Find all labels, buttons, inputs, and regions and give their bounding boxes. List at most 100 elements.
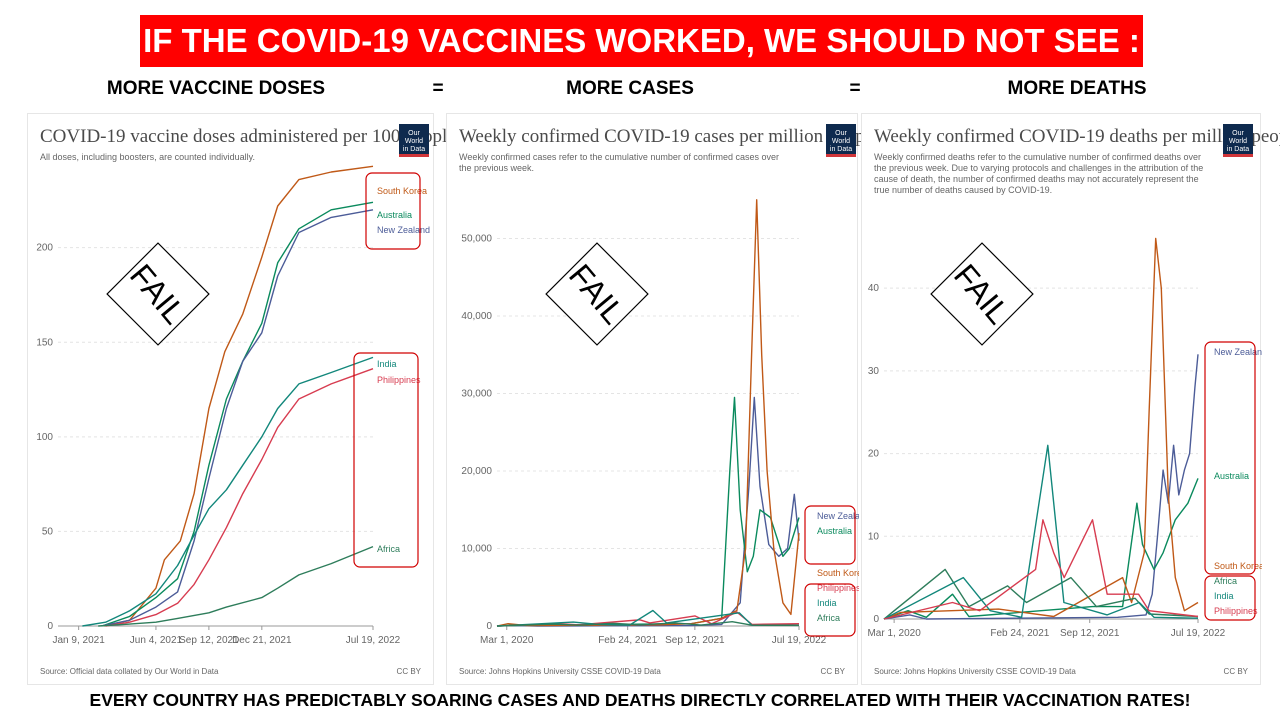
y-tick-label: 0 [873,614,879,625]
owid-logo-icon: Our World in Data [399,124,429,157]
y-tick-label: 100 [36,432,53,443]
series-line-australia [883,478,1199,620]
series-line-india [496,609,799,627]
legend-label-africa: Africa [817,613,840,623]
y-tick-label: 40,000 [461,311,492,322]
legend-label-philippines: Philippines [377,375,421,385]
highlight-box [365,172,421,250]
legend-label-new-zealand: New Zealand [817,511,859,521]
header-cases: MORE CASES [566,78,694,99]
owid-logo-icon: Our World in Data [826,124,856,157]
weekly-cases-chart: 0 10,000 20,000 30,000 40,000 50,000 Mar 1, 20… [461,199,859,646]
panel-subtitle: Weekly confirmed deaths refer to the cum… [874,152,1204,195]
owid-logo-icon: Our World in Data [1223,124,1253,157]
series-line-india [883,444,1199,620]
fail-stamp-box [106,242,210,346]
x-tick-label: Mar 1, 2020 [867,628,921,639]
weekly-cases-panel: 0 10,000 20,000 30,000 40,000 50,000 Mar 1, 20… [446,113,879,685]
panel-subtitle: Weekly confirmed cases refer to the cumu… [459,152,779,173]
series-line-philippines [883,519,1199,620]
highlight-box [804,583,856,637]
series-line-australia [101,201,374,627]
y-tick-label: 30,000 [461,389,492,400]
y-tick-label: 150 [36,337,53,348]
x-tick-label: Sep 12, 2021 [665,635,725,646]
y-tick-label: 20,000 [461,466,492,477]
series-line-africa [496,621,800,627]
y-tick-label: 10 [868,531,880,542]
footer-claim: EVERY COUNTRY HAS PREDICTABLY SOARING CA… [89,690,1191,710]
series-line-new-zealand [883,354,1199,620]
y-tick-label: 20 [868,449,880,460]
y-tick-label: 0 [486,621,492,632]
main-title: IF THE COVID-19 VACCINES WORKED, WE SHOU… [140,15,1143,67]
panel-source: Source: Official data collated by Our Wo… [40,667,219,676]
legend-label-africa: Africa [377,544,400,554]
panel-source: Source: Johns Hopkins University CSSE CO… [459,667,661,676]
panel-title: COVID-19 vaccine doses administered per … [40,126,456,147]
legend-label-africa: Africa [1214,576,1237,586]
series-line-south-korea [103,165,374,627]
series-line-india [82,356,374,627]
highlight-box [1204,575,1256,621]
y-tick-label: 200 [36,243,53,254]
panel-subtitle: All doses, including boosters, are count… [40,152,255,162]
highlight-box [353,352,419,568]
fail-stamp: FAIL [930,242,1034,346]
panel-title: Weekly confirmed COVID-19 deaths per mil… [874,126,1280,147]
x-tick-label: Jan 9, 2021 [53,635,106,646]
cc-by-label: CC BY [1223,667,1248,676]
cc-by-label: CC BY [820,667,845,676]
weekly-deaths-panel: 0 10 20 30 40 Mar 1, 2020 Feb 24, 2021 Sep 12, … [861,113,1280,685]
y-tick-label: 50 [42,526,54,537]
header-equals-2: = [849,78,861,99]
legend-label-india: India [377,359,397,369]
x-tick-label: Jun 4, 2021 [130,635,183,646]
weekly-deaths-chart: 0 10 20 30 40 Mar 1, 2020 Feb 24, 2021 Sep 12, … [867,237,1262,639]
series-line-new-zealand [496,396,800,627]
legend-label-india: India [1214,591,1234,601]
fail-stamp: FAIL [106,242,210,346]
fail-stamp: FAIL [545,242,649,346]
series-line-africa [98,545,374,627]
legend-label-philippines: Philippines [817,583,859,593]
y-tick-label: 50,000 [461,234,492,245]
vaccine-doses-panel: 0 50 100 150 200 Jan 9, 2021 Jun 4, 2021 Sep 12… [27,113,456,685]
header-equals-1: = [432,78,444,99]
x-tick-label: Dec 21, 2021 [232,635,292,646]
y-tick-label: 30 [868,366,880,377]
y-tick-label: 40 [868,283,880,294]
legend-label-new-zealand: New Zealand [377,225,430,235]
x-tick-label: Sep 12, 2021 [1060,628,1120,639]
panel-title: Weekly confirmed COVID-19 cases per mill… [459,126,879,147]
series-line-south-korea [883,237,1199,620]
x-tick-label: Feb 24, 2021 [598,635,657,646]
legend-label-south-korea: South Korea [377,186,427,196]
series-line-new-zealand [100,209,374,627]
legend-label-australia: Australia [377,210,412,220]
fail-stamp-box [930,242,1034,346]
x-tick-label: Feb 24, 2021 [990,628,1049,639]
x-tick-label: Jul 19, 2022 [772,635,827,646]
highlight-box [1204,341,1256,575]
legend-label-philippines: Philippines [1214,606,1258,616]
highlight-box [804,505,856,565]
series-line-australia [496,396,800,627]
legend-label-australia: Australia [1214,471,1249,481]
x-tick-label: Jul 19, 2022 [346,635,401,646]
x-tick-label: Sep 12, 2021 [179,635,239,646]
legend-label-south-korea: South Korea [1214,561,1262,571]
series-line-south-korea [496,199,800,627]
header-vaccine-doses: MORE VACCINE DOSES [106,78,326,99]
panel-source: Source: Johns Hopkins University CSSE CO… [874,667,1076,676]
x-tick-label: Mar 1, 2020 [480,635,534,646]
header-deaths: MORE DEATHS [1007,78,1147,99]
legend-label-australia: Australia [817,526,852,536]
series-line-philippines [105,368,374,627]
legend-label-south-korea: South Korea [817,568,859,578]
y-tick-label: 10,000 [461,544,492,555]
legend-label-india: India [817,598,837,608]
legend-label-new-zealand: New Zealand [1214,347,1262,357]
x-tick-label: Jul 19, 2022 [1171,628,1226,639]
